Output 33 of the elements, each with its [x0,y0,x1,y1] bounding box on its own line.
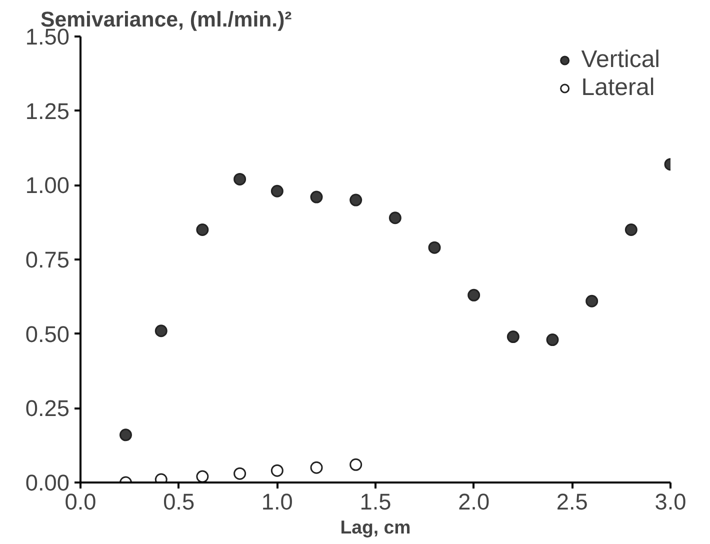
point [234,467,246,480]
x-tick-label: 1.5 [360,488,392,514]
x-tick-label: 2.5 [556,488,588,514]
point [546,334,559,346]
point [506,330,520,344]
point [468,288,480,302]
point [196,224,209,236]
point [270,464,284,477]
x-tick-label: 3.0 [654,488,686,514]
y-tick-label: 0.25 [25,395,70,422]
point [388,212,402,224]
point [270,184,284,198]
point [350,458,362,471]
point [154,324,168,338]
point [428,241,441,254]
x-tick-label: 0.5 [163,488,195,514]
legend-label: Lateral [581,74,655,102]
x-tick-label: 2.0 [458,488,490,514]
point [196,470,209,482]
point [310,461,323,474]
point [310,190,323,204]
legend-label: Vertical [581,46,660,74]
y-tick-label: 1.00 [25,172,70,198]
point [586,294,598,308]
y-tick-label: 0.50 [25,320,70,347]
point [119,428,132,442]
point [624,224,638,236]
point [350,194,362,206]
y-tick-label: 0.75 [25,246,70,272]
x-axis-title: Lag, cm [340,516,411,538]
y-tick-label: 1.25 [25,98,70,124]
point [234,172,246,186]
x-tick-label: 1.0 [261,488,293,514]
